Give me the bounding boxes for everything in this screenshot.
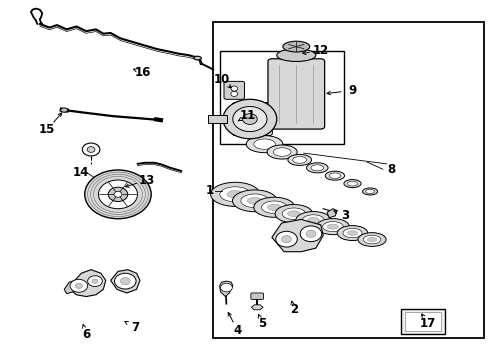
Ellipse shape	[241, 194, 269, 208]
Circle shape	[121, 278, 130, 285]
Ellipse shape	[368, 237, 377, 242]
Circle shape	[82, 143, 100, 156]
Ellipse shape	[268, 204, 281, 210]
Text: 17: 17	[420, 317, 437, 330]
Polygon shape	[327, 209, 337, 218]
Text: 12: 12	[313, 44, 329, 57]
Ellipse shape	[288, 211, 300, 217]
Ellipse shape	[323, 222, 343, 231]
Circle shape	[233, 107, 267, 132]
Text: 7: 7	[131, 320, 139, 333]
Ellipse shape	[325, 171, 344, 180]
Ellipse shape	[273, 148, 291, 156]
Ellipse shape	[308, 217, 319, 223]
Ellipse shape	[344, 180, 361, 188]
Bar	[401, 309, 445, 334]
Ellipse shape	[282, 208, 306, 220]
Text: 16: 16	[134, 66, 150, 79]
Ellipse shape	[246, 136, 283, 153]
Ellipse shape	[262, 201, 287, 213]
Ellipse shape	[343, 228, 362, 238]
Text: 8: 8	[388, 163, 396, 176]
Circle shape	[70, 279, 88, 292]
Ellipse shape	[337, 226, 368, 240]
Circle shape	[300, 226, 322, 242]
Ellipse shape	[254, 197, 295, 217]
Polygon shape	[70, 270, 106, 297]
Circle shape	[306, 230, 316, 237]
FancyBboxPatch shape	[251, 293, 264, 300]
Circle shape	[220, 283, 232, 292]
Text: 6: 6	[82, 328, 90, 341]
Text: 11: 11	[239, 109, 256, 122]
Ellipse shape	[275, 204, 313, 223]
Polygon shape	[272, 220, 323, 252]
Ellipse shape	[358, 233, 386, 246]
Ellipse shape	[366, 189, 374, 194]
Ellipse shape	[61, 108, 68, 112]
Circle shape	[92, 279, 98, 283]
Text: 4: 4	[234, 324, 242, 337]
Ellipse shape	[194, 56, 201, 60]
Ellipse shape	[329, 173, 341, 179]
Ellipse shape	[232, 190, 277, 212]
Ellipse shape	[327, 224, 339, 229]
Ellipse shape	[211, 182, 260, 206]
Ellipse shape	[267, 145, 297, 159]
Text: 9: 9	[348, 84, 357, 97]
Text: 2: 2	[290, 303, 298, 316]
Polygon shape	[64, 280, 76, 294]
Circle shape	[114, 192, 122, 197]
Ellipse shape	[347, 231, 358, 235]
Bar	[405, 312, 441, 331]
Ellipse shape	[311, 165, 324, 171]
FancyBboxPatch shape	[268, 59, 325, 129]
Ellipse shape	[363, 188, 378, 195]
Circle shape	[231, 86, 238, 91]
Ellipse shape	[363, 235, 381, 244]
Bar	[220, 51, 344, 144]
Circle shape	[276, 231, 297, 247]
Ellipse shape	[307, 163, 328, 173]
FancyBboxPatch shape	[232, 103, 272, 135]
Bar	[208, 115, 227, 123]
Circle shape	[75, 283, 82, 288]
Text: 1: 1	[205, 184, 213, 197]
Bar	[213, 22, 485, 338]
Circle shape	[98, 180, 138, 209]
Ellipse shape	[296, 212, 331, 229]
Ellipse shape	[220, 187, 250, 202]
Circle shape	[223, 99, 277, 139]
Ellipse shape	[277, 49, 316, 62]
Ellipse shape	[302, 215, 324, 226]
Polygon shape	[251, 305, 263, 310]
Circle shape	[231, 91, 238, 96]
Text: 14: 14	[73, 166, 90, 179]
Ellipse shape	[227, 190, 244, 198]
Circle shape	[85, 170, 151, 219]
Ellipse shape	[288, 154, 312, 166]
Text: 13: 13	[139, 174, 155, 186]
Text: 15: 15	[39, 123, 55, 136]
Ellipse shape	[247, 197, 262, 204]
Circle shape	[243, 114, 257, 125]
Circle shape	[87, 147, 95, 152]
Circle shape	[88, 276, 102, 287]
Ellipse shape	[283, 41, 310, 52]
Ellipse shape	[347, 181, 358, 186]
Polygon shape	[220, 281, 233, 297]
Ellipse shape	[293, 157, 307, 163]
Circle shape	[108, 187, 128, 202]
Text: 5: 5	[258, 317, 266, 330]
Ellipse shape	[317, 219, 349, 235]
Polygon shape	[111, 270, 140, 293]
Circle shape	[115, 273, 136, 289]
Ellipse shape	[254, 139, 275, 149]
Text: 10: 10	[214, 73, 230, 86]
Circle shape	[282, 235, 292, 243]
Text: 3: 3	[341, 210, 349, 222]
FancyBboxPatch shape	[224, 81, 245, 99]
